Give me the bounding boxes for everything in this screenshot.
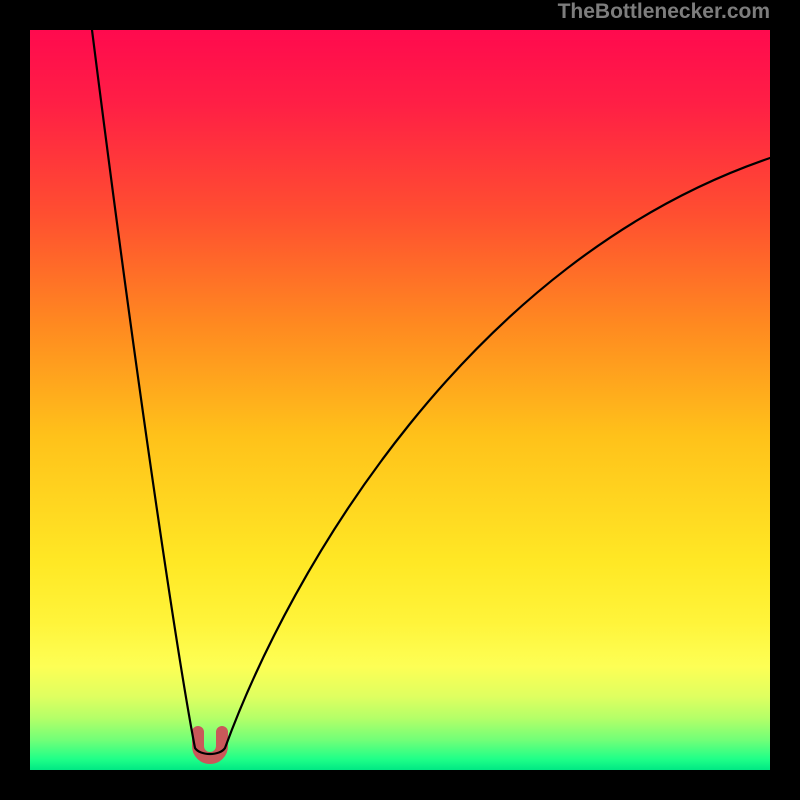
chart-frame: TheBottlenecker.com xyxy=(0,0,800,800)
curve-path xyxy=(92,30,770,754)
plot-area xyxy=(30,30,770,770)
bottleneck-curve xyxy=(30,30,770,770)
watermark-text: TheBottlenecker.com xyxy=(558,0,770,24)
